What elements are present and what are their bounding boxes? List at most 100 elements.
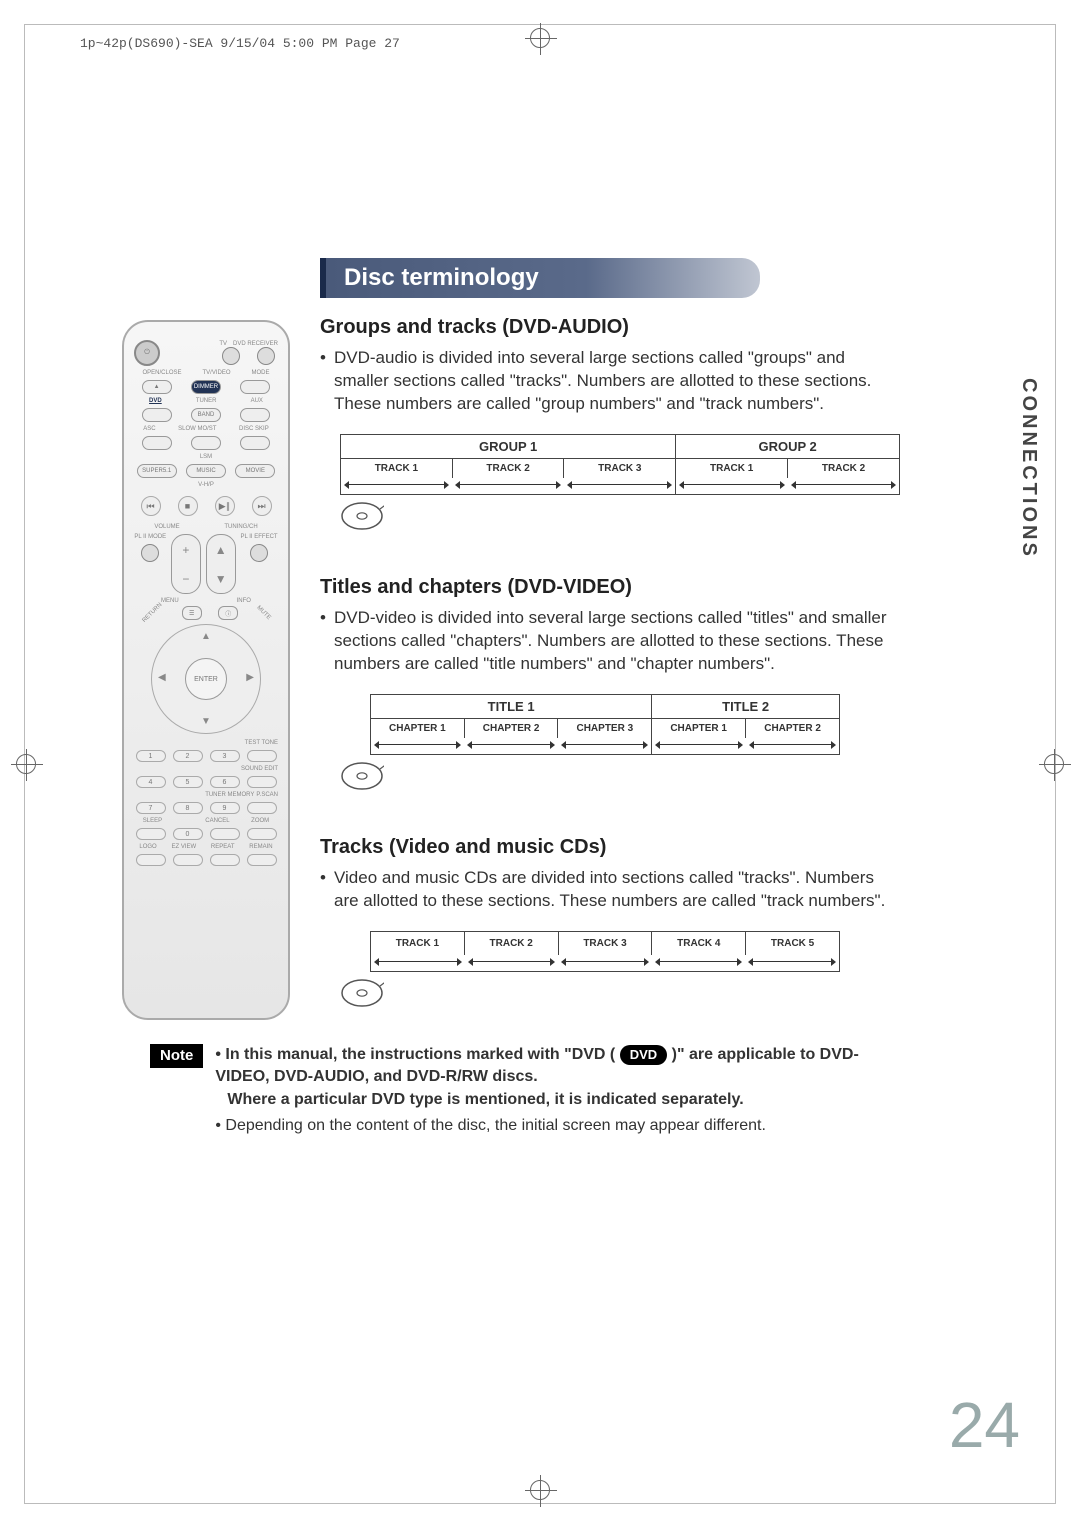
rc-label: TUNING/CH xyxy=(224,524,257,530)
section-tracks-cd: Tracks (Video and music CDs) •Video and … xyxy=(320,836,900,1013)
rc-tuning: ▲▼ xyxy=(206,534,236,594)
rc-label: INFO xyxy=(237,598,251,604)
rc-btn xyxy=(142,436,172,450)
section-groups-tracks: Groups and tracks (DVD-AUDIO) •DVD-audio… xyxy=(320,316,900,536)
diagram-cd: TRACK 1 TRACK 2 TRACK 3 TRACK 4 TRACK 5 xyxy=(370,931,840,1013)
rc-play-icon: ▶∥ xyxy=(215,496,235,516)
group-label: GROUP 2 xyxy=(676,435,899,459)
rc-num: 9 xyxy=(210,802,240,814)
rc-label: AUX xyxy=(251,398,263,404)
track-cell: TRACK 4 xyxy=(652,932,746,955)
track-cell: CHAPTER 1 xyxy=(652,719,746,738)
rc-label: TV/VIDEO xyxy=(202,370,230,376)
rc-label: LOGO xyxy=(139,844,156,850)
section-tab: CONNECTIONS xyxy=(1017,378,1040,559)
rc-label: V-H/P xyxy=(134,482,278,488)
rc-num: 7 xyxy=(136,802,166,814)
rc-num xyxy=(247,750,277,762)
note-line3: Depending on the content of the disc, th… xyxy=(225,1117,766,1134)
rc-btn xyxy=(141,544,159,562)
body-text-content: DVD-audio is divided into several large … xyxy=(334,348,871,413)
rc-num xyxy=(136,828,166,840)
disc-icon xyxy=(340,978,384,1008)
track-cell: TRACK 3 xyxy=(564,459,675,478)
section-titles-chapters: Titles and chapters (DVD-VIDEO) •DVD-vid… xyxy=(320,576,900,796)
power-icon: ⏻ xyxy=(134,340,160,366)
rc-btn: ▲ xyxy=(142,380,172,394)
rc-volume: +− xyxy=(171,534,201,594)
header-slug: 1p~42p(DS690)-SEA 9/15/04 5:00 PM Page 2… xyxy=(80,36,400,51)
note-content: • In this manual, the instructions marke… xyxy=(215,1044,890,1138)
track-cell: TRACK 2 xyxy=(788,459,899,478)
rc-btn: ⓘ xyxy=(218,606,238,620)
reg-mark-bottom xyxy=(530,1480,550,1500)
reg-mark-top xyxy=(530,28,550,48)
rc-num xyxy=(247,854,277,866)
rc-label: EZ VIEW xyxy=(171,844,196,850)
diagram-dvd-video: TITLE 1 CHAPTER 1 CHAPTER 2 CHAPTER 3 TI… xyxy=(370,694,840,796)
body-text: •DVD-video is divided into several large… xyxy=(320,607,900,676)
rc-label: PL II MODE xyxy=(134,534,166,540)
dvd-pill: DVD xyxy=(620,1045,667,1065)
group-label: TITLE 1 xyxy=(371,695,651,719)
rc-label: ZOOM xyxy=(251,818,269,824)
body-text: •Video and music CDs are divided into se… xyxy=(320,867,900,913)
rc-label: P.SCAN xyxy=(256,792,278,798)
rc-dpad: ▲ ▼ ◀ ▶ ENTER xyxy=(151,624,261,734)
rc-btn: BAND xyxy=(191,408,221,422)
rc-label: PL II EFFECT xyxy=(240,534,277,540)
rc-num xyxy=(173,854,203,866)
track-cell: CHAPTER 2 xyxy=(746,719,839,738)
rc-label: OPEN/CLOSE xyxy=(142,370,181,376)
rc-num xyxy=(210,854,240,866)
diagram-dvd-audio: GROUP 1 TRACK 1 TRACK 2 TRACK 3 GROUP 2 xyxy=(340,434,900,536)
track-cell: TRACK 2 xyxy=(465,932,559,955)
track-cell: CHAPTER 1 xyxy=(371,719,465,738)
rc-btn xyxy=(142,408,172,422)
rc-label: LSM xyxy=(134,454,278,460)
rc-num xyxy=(210,828,240,840)
rc-btn: MUSIC xyxy=(186,464,226,478)
sub-heading: Tracks (Video and music CDs) xyxy=(320,836,900,859)
rc-num: 2 xyxy=(173,750,203,762)
rc-dvd-led xyxy=(257,347,275,365)
rc-enter: ENTER xyxy=(185,658,227,700)
body-text-content: DVD-video is divided into several large … xyxy=(334,608,887,673)
note-badge: Note xyxy=(150,1044,203,1068)
group-label: TITLE 2 xyxy=(652,695,839,719)
rc-btn: MOVIE xyxy=(235,464,275,478)
title-bar: Disc terminology xyxy=(320,258,760,298)
rc-label: REMAIN xyxy=(249,844,272,850)
track-cell: TRACK 3 xyxy=(559,932,653,955)
rc-label: MODE xyxy=(251,370,269,376)
rc-num: 6 xyxy=(210,776,240,788)
rc-label-dvdrcv: DVD RECEIVER xyxy=(233,341,278,347)
track-cell: TRACK 1 xyxy=(371,932,465,955)
body-text: •DVD-audio is divided into several large… xyxy=(320,347,900,416)
rc-label-dvd: DVD xyxy=(149,398,162,404)
rc-num: 8 xyxy=(173,802,203,814)
rc-btn xyxy=(240,436,270,450)
rc-label: SLEEP xyxy=(143,818,162,824)
rc-label: VOLUME xyxy=(154,524,179,530)
track-cell: CHAPTER 3 xyxy=(558,719,651,738)
rc-next-icon: ⏭ xyxy=(252,496,272,516)
reg-mark-right xyxy=(1044,754,1064,774)
disc-icon xyxy=(340,501,384,531)
rc-label: REPEAT xyxy=(211,844,235,850)
rc-num xyxy=(136,854,166,866)
rc-label: DISC SKIP xyxy=(239,426,269,432)
body-text-content: Video and music CDs are divided into sec… xyxy=(334,868,885,910)
sub-heading: Groups and tracks (DVD-AUDIO) xyxy=(320,316,900,339)
main-content: Disc terminology Groups and tracks (DVD-… xyxy=(320,258,900,1053)
sub-heading: Titles and chapters (DVD-VIDEO) xyxy=(320,576,900,599)
rc-label: ASC xyxy=(143,426,155,432)
rc-btn xyxy=(240,380,270,394)
rc-label: TUNER MEMORY xyxy=(205,792,254,798)
rc-num: 3 xyxy=(210,750,240,762)
track-cell: TRACK 1 xyxy=(676,459,788,478)
rc-btn: ☰ xyxy=(182,606,202,620)
page-number: 24 xyxy=(949,1388,1020,1462)
rc-num xyxy=(247,828,277,840)
rc-btn: SUPER5.1 xyxy=(137,464,177,478)
